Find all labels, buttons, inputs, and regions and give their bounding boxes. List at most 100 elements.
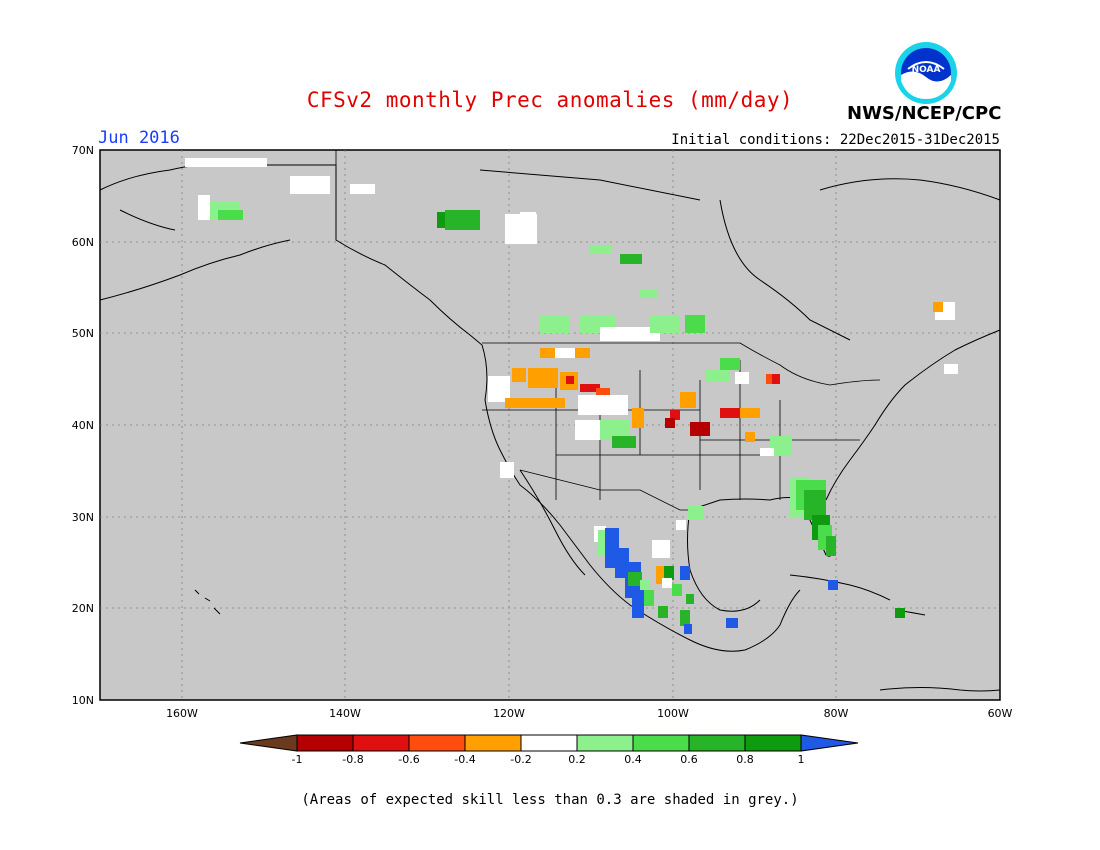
colorbar-tick-label: 0.4: [624, 753, 642, 766]
colorbar-swatch: [744, 734, 802, 752]
anomaly-cell: [760, 448, 774, 456]
anomaly-cell: [670, 410, 680, 420]
skill-footnote: (Areas of expected skill less than 0.3 a…: [301, 792, 799, 808]
anomaly-cell: [632, 408, 644, 428]
anomaly-cell: [640, 290, 658, 298]
anomaly-cell: [688, 506, 704, 520]
anomaly-cell: [566, 376, 574, 384]
anomaly-cell: [944, 364, 958, 374]
longitude-labels: 160W 140W 120W 100W 80W 60W: [166, 707, 1012, 720]
colorbar-swatch: [352, 734, 410, 752]
anomaly-cell: [640, 580, 650, 590]
noaa-logo-icon: NOAA: [895, 42, 957, 104]
anomaly-cell: [650, 315, 680, 333]
anomaly-cell: [680, 566, 690, 580]
colorbar-tick-label: 0.2: [568, 753, 586, 766]
logo-text: NOAA: [912, 65, 941, 75]
anomaly-cell: [488, 376, 510, 402]
anomaly-cell: [632, 590, 644, 618]
anomaly-cell: [600, 420, 630, 440]
lon-label: 120W: [493, 707, 525, 720]
anomaly-cell: [600, 327, 660, 341]
anomaly-cell: [686, 594, 694, 604]
anomaly-cell: [580, 384, 600, 392]
lat-label: 50N: [72, 327, 94, 340]
lon-label: 100W: [657, 707, 689, 720]
anomaly-cell: [664, 566, 674, 580]
anomaly-cell: [512, 368, 526, 382]
anomaly-cell: [520, 212, 536, 222]
lon-label: 140W: [329, 707, 361, 720]
lat-label: 20N: [72, 602, 94, 615]
latitude-labels: 70N 60N 50N 40N 30N 20N 10N: [72, 144, 94, 707]
anomaly-cell: [680, 392, 696, 408]
valid-month-label: Jun 2016: [98, 128, 180, 148]
anomaly-cell: [578, 395, 628, 415]
anomaly-cell: [445, 210, 480, 230]
anomaly-cell: [933, 302, 943, 312]
anomaly-cell: [684, 624, 692, 634]
anomaly-cell: [720, 408, 750, 418]
colorbar-swatch: [688, 734, 746, 752]
anomaly-cell: [644, 590, 654, 606]
anomaly-cell: [745, 432, 755, 442]
colorbar-tick-label: 0.6: [680, 753, 698, 766]
anomaly-cell: [555, 348, 580, 358]
anomaly-cell: [665, 418, 675, 428]
colorbar-tick-labels: -1 -0.8 -0.6 -0.4 -0.2 0.2 0.4 0.6 0.8 1: [292, 753, 805, 766]
coastlines: [99, 162, 1001, 692]
anomaly-cell: [690, 422, 710, 436]
map-panel: 70N 60N 50N 40N 30N 20N 10N 160W 140W 12…: [72, 144, 1013, 720]
colorbar-swatches: [239, 734, 859, 752]
colorbar-tick-label: -0.6: [398, 753, 419, 766]
anomaly-cell: [290, 176, 330, 194]
colorbar-swatch: [632, 734, 690, 752]
anomaly-cell: [540, 315, 570, 333]
anomaly-cell: [628, 572, 642, 586]
anomaly-cell: [828, 580, 838, 590]
anomaly-cell: [590, 246, 612, 254]
anomaly-cell: [350, 184, 375, 194]
anomaly-cell: [720, 358, 740, 370]
anomaly-cell: [185, 158, 267, 167]
lon-label: 80W: [824, 707, 849, 720]
anomaly-cell: [770, 436, 792, 456]
agency-label: NWS/NCEP/CPC: [847, 103, 1002, 124]
anomaly-cell: [772, 374, 780, 384]
initial-conditions-label: Initial conditions: 22Dec2015-31Dec2015: [671, 132, 1000, 148]
anomaly-cell: [656, 566, 666, 584]
colorbar-swatch: [576, 734, 634, 752]
anomaly-cell: [726, 618, 738, 628]
anomaly-cell: [500, 462, 514, 478]
anomaly-cell: [596, 388, 610, 396]
anomaly-cell: [612, 436, 636, 448]
colorbar-high-arrow: [800, 734, 859, 752]
anomaly-cell: [658, 606, 668, 618]
anomaly-cell: [705, 370, 730, 382]
anomaly-cell: [540, 348, 560, 358]
lat-label: 40N: [72, 419, 94, 432]
anomaly-cell: [575, 348, 590, 358]
lon-label: 160W: [166, 707, 198, 720]
lat-label: 60N: [72, 236, 94, 249]
colorbar-swatch: [296, 734, 354, 752]
anomaly-cell: [895, 608, 905, 618]
anomaly-cell: [735, 372, 749, 384]
colorbar-tick-label: 1: [798, 753, 805, 766]
colorbar-tick-label: -0.4: [454, 753, 475, 766]
colorbar-swatch: [408, 734, 466, 752]
anomaly-cell: [740, 408, 760, 418]
anomaly-cell: [218, 210, 243, 220]
anomaly-cell: [672, 584, 682, 596]
anomaly-cell: [676, 520, 686, 530]
anomaly-cell: [685, 315, 705, 333]
anomaly-cell: [598, 530, 608, 555]
anomaly-cell: [528, 368, 558, 388]
anomaly-cell: [620, 254, 642, 264]
colorbar: -1 -0.8 -0.6 -0.4 -0.2 0.2 0.4 0.6 0.8 1: [239, 734, 859, 766]
colorbar-low-arrow: [239, 734, 298, 752]
lat-label: 70N: [72, 144, 94, 157]
anomaly-cell: [198, 195, 210, 220]
lat-label: 30N: [72, 511, 94, 524]
anomaly-cell: [804, 490, 826, 520]
